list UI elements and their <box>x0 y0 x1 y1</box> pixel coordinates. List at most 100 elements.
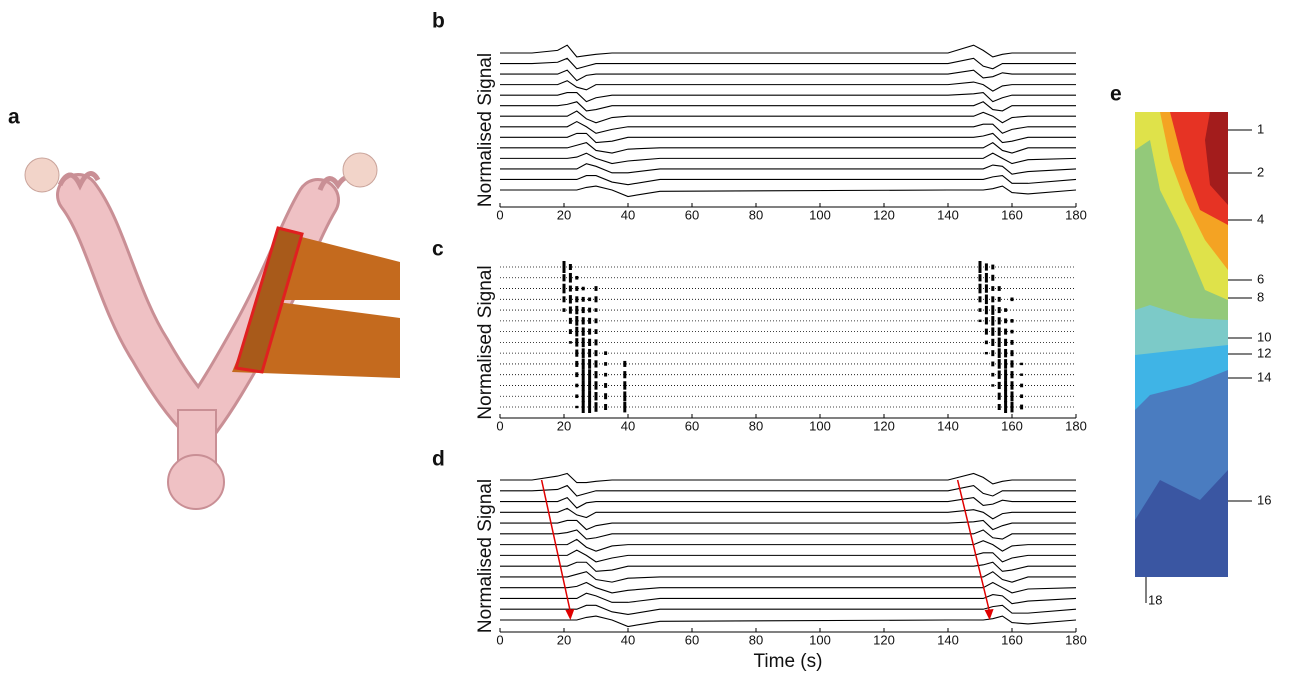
spike-burst <box>991 350 995 357</box>
x-tick-label: 180 <box>1065 632 1087 647</box>
spike-burst <box>588 401 592 413</box>
spike-burst <box>1004 318 1008 324</box>
x-tick-label: 60 <box>685 207 699 222</box>
trace <box>500 561 1076 572</box>
spike-burst <box>604 404 608 410</box>
x-tick-label: 120 <box>873 632 895 647</box>
electrode-label: 8 <box>1257 289 1264 304</box>
trace <box>500 592 1077 605</box>
spike-burst <box>1010 391 1014 402</box>
panel-label: a <box>8 106 20 129</box>
spike-burst <box>581 401 585 413</box>
spike-burst <box>575 275 579 280</box>
trace <box>500 91 1076 103</box>
x-axis-label: Time (s) <box>754 651 823 672</box>
spike-burst <box>575 326 579 337</box>
spike-burst <box>997 348 1001 358</box>
trace <box>500 101 1076 112</box>
spike-burst <box>588 317 592 324</box>
spike-burst <box>562 261 566 273</box>
spike-burst <box>1020 394 1024 399</box>
spike-burst <box>991 384 995 387</box>
spike-burst <box>575 360 579 367</box>
spike-burst <box>604 351 608 355</box>
spike-burst <box>1004 390 1008 403</box>
spike-burst <box>575 286 579 291</box>
spike-burst <box>568 272 572 283</box>
spike-burst <box>997 307 1001 314</box>
spike-burst <box>1004 380 1008 391</box>
spike-burst <box>997 327 1001 336</box>
spike-burst <box>575 305 579 315</box>
spike-burst <box>568 306 572 314</box>
spike-burst <box>623 360 627 367</box>
spike-burst <box>562 274 566 282</box>
spike-burst <box>623 381 627 390</box>
spike-burst <box>594 350 598 357</box>
spike-burst <box>581 358 585 370</box>
spike-burst <box>581 327 585 336</box>
trace <box>500 44 1076 58</box>
spike-burst <box>978 283 982 294</box>
spike-burst <box>997 404 1001 410</box>
spike-burst <box>588 338 592 346</box>
electrode-label: 14 <box>1257 369 1271 384</box>
spike-burst <box>1004 401 1008 413</box>
trace <box>500 571 1076 583</box>
trace <box>500 581 1077 594</box>
y-axis-label: Normalised Signal <box>475 53 496 207</box>
spike-burst <box>1010 329 1014 334</box>
spike-burst <box>1010 319 1014 323</box>
x-tick-label: 80 <box>749 207 763 222</box>
electrode-label: 6 <box>1257 271 1264 286</box>
spike-burst <box>594 308 598 312</box>
spike-burst <box>562 296 566 303</box>
spike-burst <box>978 319 982 323</box>
spike-burst <box>562 308 566 312</box>
x-tick-label: 140 <box>937 632 959 647</box>
spike-burst <box>978 261 982 273</box>
spike-burst <box>1010 371 1014 379</box>
spike-burst <box>984 340 988 345</box>
spike-burst <box>1004 308 1008 312</box>
spike-burst <box>997 296 1001 302</box>
spike-burst <box>575 296 579 303</box>
x-tick-label: 40 <box>621 632 635 647</box>
trace <box>500 538 1076 552</box>
trace <box>500 507 1076 520</box>
spike-burst <box>594 381 598 390</box>
spike-burst <box>1020 373 1024 376</box>
trace <box>500 152 1077 165</box>
x-tick-label: 60 <box>685 418 699 433</box>
spike-burst <box>984 305 988 315</box>
spike-burst <box>575 383 579 388</box>
spike-burst <box>978 274 982 282</box>
spike-burst <box>997 381 1001 390</box>
x-tick-label: 0 <box>496 207 503 222</box>
ovary <box>342 152 378 188</box>
spike-burst <box>623 371 627 379</box>
uterus-illustration <box>24 152 400 510</box>
spike-burst <box>991 274 995 281</box>
panel-label: e <box>1110 83 1122 106</box>
x-tick-label: 140 <box>937 207 959 222</box>
contour-band <box>1205 112 1228 205</box>
trace <box>500 484 1076 497</box>
spike-burst <box>581 296 585 302</box>
trace <box>500 529 1076 540</box>
spike-burst <box>1004 328 1008 335</box>
x-tick-label: 0 <box>496 632 503 647</box>
spike-burst <box>568 264 572 270</box>
trace <box>500 57 1076 70</box>
spike-burst <box>568 329 572 335</box>
x-tick-label: 0 <box>496 418 503 433</box>
x-tick-label: 160 <box>1001 207 1023 222</box>
spike-burst <box>1020 362 1024 366</box>
spike-burst <box>575 316 579 326</box>
x-tick-label: 180 <box>1065 418 1087 433</box>
spike-burst <box>581 317 585 325</box>
spike-burst <box>581 348 585 358</box>
spike-burst <box>997 317 1001 325</box>
